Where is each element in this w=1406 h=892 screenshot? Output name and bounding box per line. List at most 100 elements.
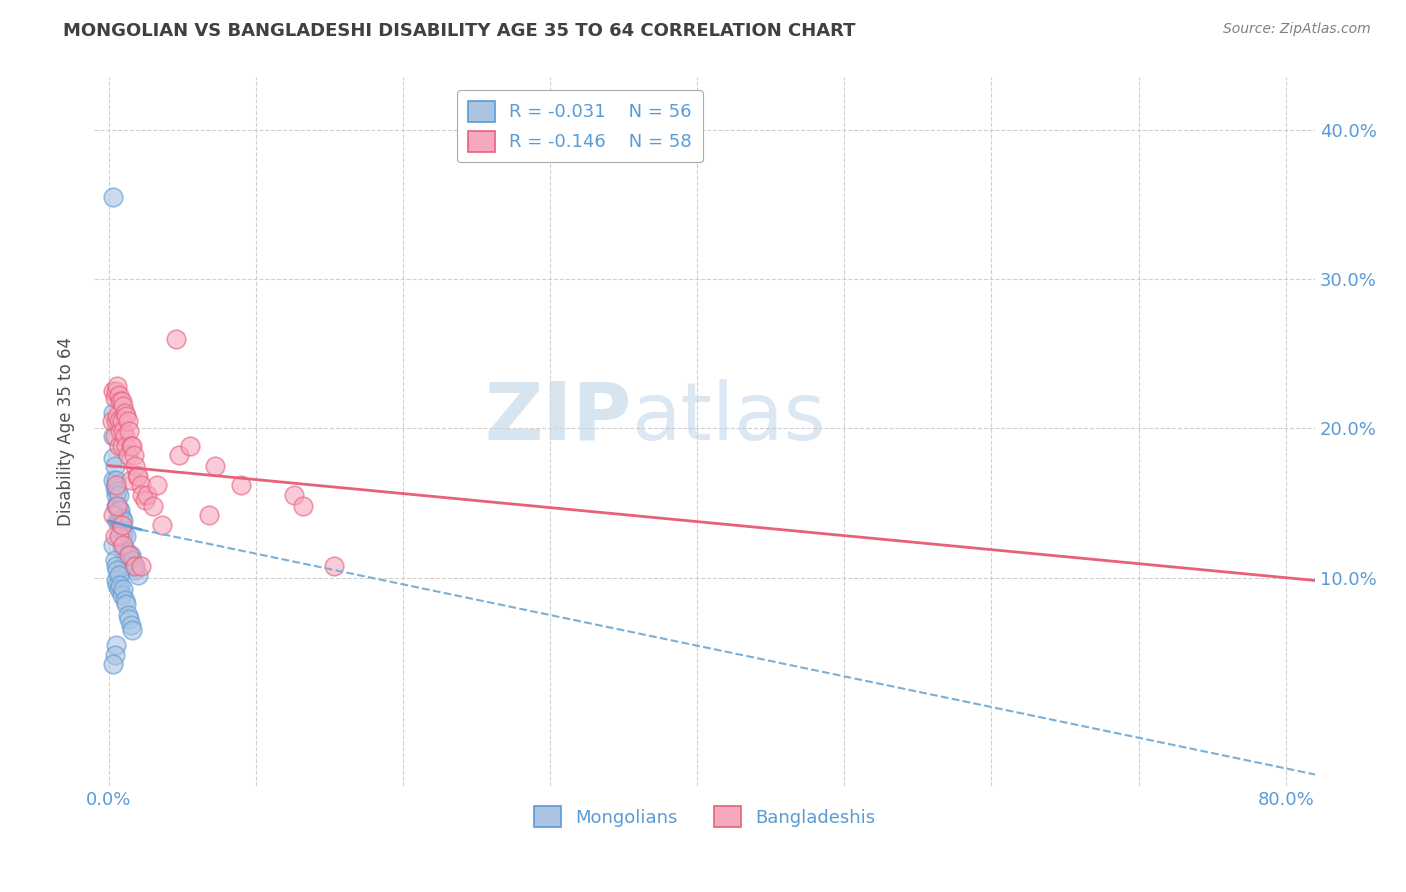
Point xyxy=(103,428,125,442)
Point xyxy=(118,424,141,438)
Point xyxy=(115,529,138,543)
Point xyxy=(283,488,305,502)
Point xyxy=(101,384,124,398)
Point xyxy=(124,458,146,473)
Point xyxy=(114,593,136,607)
Point xyxy=(107,578,129,592)
Point xyxy=(131,488,153,502)
Point xyxy=(142,499,165,513)
Point xyxy=(105,499,128,513)
Point xyxy=(101,190,124,204)
Point xyxy=(108,529,131,543)
Point xyxy=(108,582,131,597)
Point xyxy=(111,510,134,524)
Point xyxy=(101,474,124,488)
Text: atlas: atlas xyxy=(631,379,825,457)
Point xyxy=(197,508,219,522)
Point xyxy=(108,503,131,517)
Point xyxy=(111,439,134,453)
Point xyxy=(115,598,138,612)
Point xyxy=(112,543,135,558)
Point xyxy=(125,469,148,483)
Point xyxy=(120,474,142,488)
Point xyxy=(107,563,129,577)
Point xyxy=(150,518,173,533)
Point xyxy=(101,508,124,522)
Point xyxy=(115,439,138,453)
Point xyxy=(129,478,152,492)
Point xyxy=(108,514,131,528)
Point xyxy=(122,448,145,462)
Point xyxy=(100,414,122,428)
Point xyxy=(108,567,131,582)
Point xyxy=(117,448,139,462)
Point xyxy=(105,414,128,428)
Point xyxy=(105,574,128,588)
Point xyxy=(110,578,132,592)
Point xyxy=(121,552,143,566)
Point xyxy=(114,428,136,442)
Point xyxy=(121,439,143,453)
Point xyxy=(108,388,131,402)
Point xyxy=(127,567,149,582)
Text: MONGOLIAN VS BANGLADESHI DISABILITY AGE 35 TO 64 CORRELATION CHART: MONGOLIAN VS BANGLADESHI DISABILITY AGE … xyxy=(63,22,856,40)
Point xyxy=(107,499,129,513)
Point xyxy=(117,548,139,562)
Point xyxy=(101,657,124,671)
Point xyxy=(103,458,125,473)
Legend: Mongolians, Bangladeshis: Mongolians, Bangladeshis xyxy=(526,799,883,834)
Point xyxy=(110,529,132,543)
Point xyxy=(108,439,131,453)
Point xyxy=(169,448,191,462)
Point xyxy=(112,538,135,552)
Point xyxy=(105,474,128,488)
Point xyxy=(165,332,187,346)
Point xyxy=(117,414,139,428)
Point xyxy=(111,518,134,533)
Point xyxy=(107,379,129,393)
Point xyxy=(112,514,135,528)
Point xyxy=(117,607,139,622)
Point xyxy=(110,394,132,409)
Point xyxy=(129,558,152,573)
Point xyxy=(107,514,129,528)
Point xyxy=(111,523,134,537)
Point xyxy=(112,399,135,413)
Point xyxy=(101,406,124,420)
Point xyxy=(101,451,124,466)
Point xyxy=(108,414,131,428)
Point xyxy=(127,469,149,483)
Point xyxy=(111,394,134,409)
Point xyxy=(107,483,129,498)
Point xyxy=(112,582,135,597)
Point xyxy=(111,538,134,552)
Point xyxy=(179,439,201,453)
Point xyxy=(103,552,125,566)
Point xyxy=(103,481,125,495)
Point xyxy=(118,612,141,626)
Point xyxy=(105,558,128,573)
Point xyxy=(118,552,141,566)
Point xyxy=(124,563,146,577)
Point xyxy=(134,492,156,507)
Point xyxy=(120,558,142,573)
Point xyxy=(115,543,138,558)
Point xyxy=(111,414,134,428)
Point xyxy=(105,488,128,502)
Point xyxy=(122,558,145,573)
Point xyxy=(204,458,226,473)
Point xyxy=(121,623,143,637)
Point xyxy=(105,384,128,398)
Point xyxy=(112,424,135,438)
Point xyxy=(118,548,141,562)
Point xyxy=(101,428,124,442)
Point xyxy=(110,503,132,517)
Point xyxy=(135,488,157,502)
Point xyxy=(107,409,129,424)
Y-axis label: Disability Age 35 to 64: Disability Age 35 to 64 xyxy=(58,337,75,526)
Point xyxy=(120,618,142,632)
Text: ZIP: ZIP xyxy=(484,379,631,457)
Point xyxy=(103,392,125,406)
Point xyxy=(112,558,135,573)
Point xyxy=(101,538,124,552)
